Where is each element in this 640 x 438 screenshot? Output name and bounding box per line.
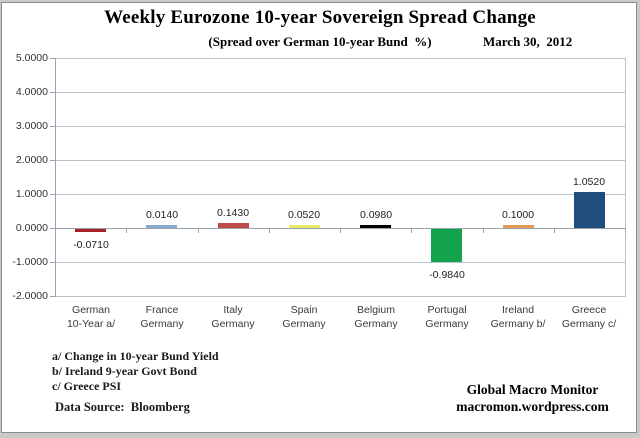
category-label: Germany	[425, 318, 469, 330]
y-axis-label: 1.0000	[15, 188, 48, 200]
y-axis-tick	[50, 160, 55, 161]
y-axis-label: 4.0000	[15, 86, 48, 98]
category-label: Spain	[290, 304, 318, 316]
y-axis-tick	[50, 58, 55, 59]
value-label: -0.9840	[429, 269, 465, 281]
x-axis-tick	[126, 228, 127, 233]
category-label: German	[72, 304, 110, 316]
value-label: 1.0520	[572, 176, 606, 188]
category-label: Germany	[140, 318, 184, 330]
x-axis-tick	[483, 228, 484, 233]
y-axis-tick	[50, 296, 55, 297]
chart-subtitle: (Spread over German 10-year Bund %)	[208, 34, 432, 49]
footnote-a: a/ Change in 10-year Bund Yield	[52, 349, 219, 363]
bar	[503, 225, 534, 228]
bar	[574, 192, 605, 228]
x-axis-tick	[411, 228, 412, 233]
chart-title: Weekly Eurozone 10-year Sovereign Spread…	[104, 7, 536, 28]
category-label: Germany	[211, 318, 255, 330]
y-axis-tick	[50, 92, 55, 93]
category-label: Greece	[571, 304, 607, 316]
gridline	[55, 160, 625, 161]
attribution-name: Global Macro Monitor	[466, 382, 599, 397]
gridline	[55, 92, 625, 93]
y-axis-tick	[50, 194, 55, 195]
gridline	[55, 296, 625, 297]
category-label: France	[145, 304, 179, 316]
y-axis-label: 0.0000	[15, 222, 48, 234]
y-axis-line	[55, 58, 56, 297]
value-label: 0.0520	[287, 209, 321, 221]
y-axis-label: 3.0000	[15, 120, 48, 132]
category-label: Italy	[223, 304, 243, 316]
value-label: -0.0710	[73, 239, 109, 251]
bar	[218, 223, 249, 228]
y-axis-tick	[50, 126, 55, 127]
category-label: Germany	[282, 318, 326, 330]
x-axis-tick	[625, 228, 626, 233]
category-label: Belgium	[357, 304, 395, 316]
bar	[360, 225, 391, 228]
category-label: Portugal	[427, 304, 467, 316]
data-source: Data Source: Bloomberg	[55, 400, 190, 414]
y-axis-tick	[50, 228, 55, 229]
chart-date-label: March 30, 2012	[483, 34, 573, 49]
footnote-b: b/ Ireland 9-year Govt Bond	[52, 364, 197, 378]
y-axis-label: -1.0000	[12, 256, 48, 268]
x-axis-tick	[269, 228, 270, 233]
value-label: 0.1430	[216, 207, 250, 219]
x-axis-tick	[554, 228, 555, 233]
gridline	[55, 194, 625, 195]
category-label: Germany b/	[490, 318, 546, 330]
footnote-c: c/ Greece PSI	[52, 379, 122, 393]
gridline	[55, 262, 625, 263]
plot-right-border	[625, 58, 626, 297]
bar	[431, 229, 462, 262]
category-label: Germany	[354, 318, 398, 330]
value-label: 0.1000	[501, 209, 535, 221]
y-axis-tick	[50, 262, 55, 263]
category-label: Germany c/	[561, 318, 617, 330]
gridline	[55, 126, 625, 127]
bar	[75, 229, 106, 232]
category-label: 10-Year a/	[66, 318, 116, 330]
bar	[146, 225, 177, 228]
footnotes: a/ Change in 10-year Bund Yield b/ Irelan…	[52, 349, 219, 394]
value-label: 0.0980	[359, 209, 393, 221]
y-axis-label: 5.0000	[15, 52, 48, 64]
attribution: Global Macro Monitor macromon.wordpress.c…	[440, 381, 625, 415]
gridline	[55, 58, 625, 59]
bar	[289, 225, 320, 228]
x-axis-tick	[55, 228, 56, 233]
value-label: 0.0140	[145, 209, 179, 221]
y-axis-label: -2.0000	[12, 290, 48, 302]
chart-background	[1, 2, 637, 433]
category-label: Ireland	[501, 304, 535, 316]
x-axis-tick	[198, 228, 199, 233]
y-axis-label: 2.0000	[15, 154, 48, 166]
attribution-url: macromon.wordpress.com	[456, 399, 609, 414]
x-axis-tick	[340, 228, 341, 233]
